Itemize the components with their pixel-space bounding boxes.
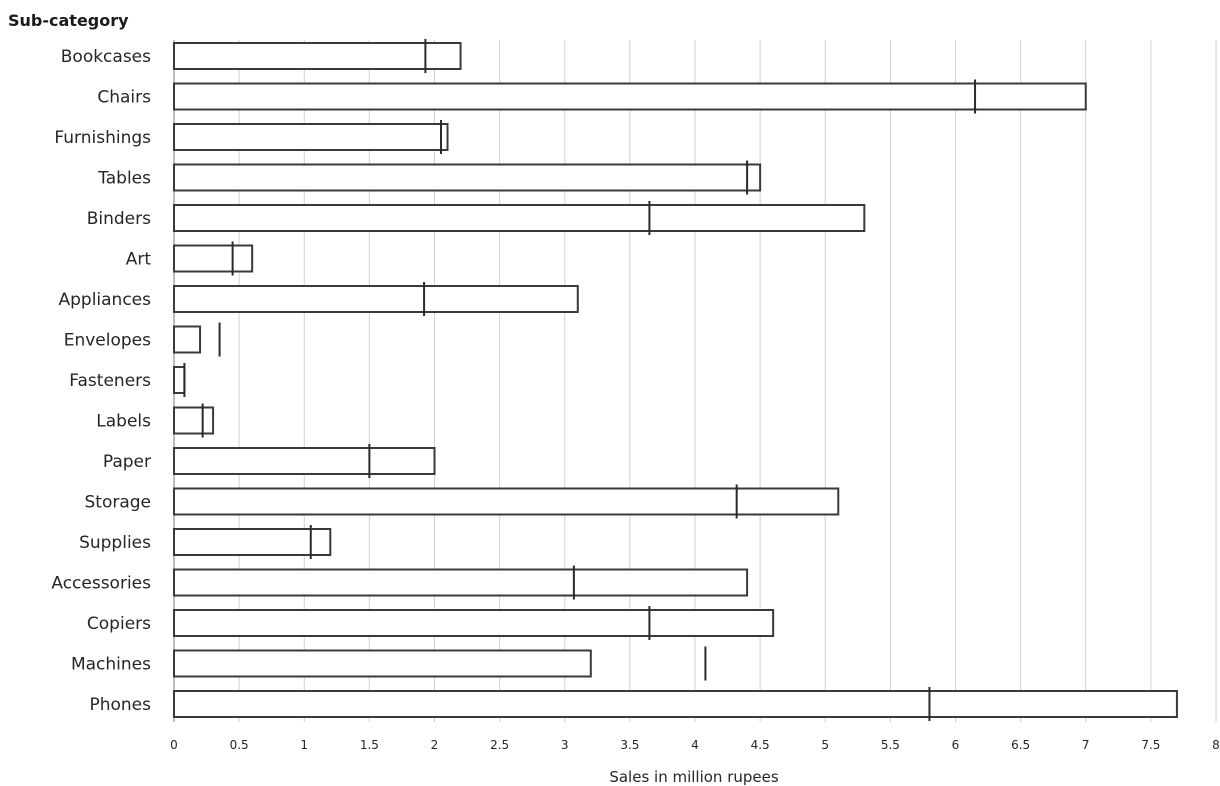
sales-bar <box>173 123 449 151</box>
sales-bar <box>173 406 215 435</box>
sales-bar <box>173 528 332 556</box>
x-tick-label: 6.5 <box>1011 738 1030 752</box>
sales-bar <box>173 366 186 394</box>
x-tick-label: 5.5 <box>881 738 900 752</box>
category-label: Chairs <box>97 88 151 108</box>
x-tick-label: 8 <box>1212 738 1220 752</box>
category-label: Supplies <box>79 533 151 553</box>
category-label: Bookcases <box>61 47 151 67</box>
sales-bar <box>173 690 1178 718</box>
sales-bar <box>173 82 1087 111</box>
category-label: Labels <box>96 412 151 432</box>
x-tick-label: 2 <box>431 738 439 752</box>
bars <box>173 42 1178 718</box>
x-tick-label: 6 <box>952 738 960 752</box>
x-tick-label: 7.5 <box>1141 738 1160 752</box>
category-label: Fasteners <box>69 371 151 391</box>
x-tick-label: 2.5 <box>490 738 509 752</box>
x-tick-label: 1.5 <box>360 738 379 752</box>
x-tick-label: 7 <box>1082 738 1090 752</box>
category-label: Art <box>126 250 152 270</box>
category-label: Binders <box>87 209 151 229</box>
x-tick-label: 0 <box>170 738 178 752</box>
x-tick-label: 0.5 <box>230 738 249 752</box>
sales-bar <box>173 285 579 313</box>
sales-bar <box>173 163 762 192</box>
sales-bar <box>173 487 840 516</box>
sales-bar <box>173 609 775 637</box>
sales-bar <box>173 204 866 232</box>
category-label: Tables <box>97 169 151 189</box>
x-tick-label: 4.5 <box>751 738 770 752</box>
x-tick-label: 1 <box>300 738 308 752</box>
x-tick-label: 3 <box>561 738 569 752</box>
category-label: Envelopes <box>64 331 151 351</box>
category-label: Accessories <box>51 574 151 594</box>
sales-bar <box>173 244 254 273</box>
category-label: Furnishings <box>54 128 151 148</box>
sales-bar <box>173 649 592 678</box>
sales-bar <box>173 568 749 597</box>
x-tick-labels: 0 0.5 1 1.5 2 2.5 3 3.5 4 4.5 5 5.5 6 6.5 7 7.5 8 <box>170 738 1220 752</box>
sales-bar <box>173 325 202 354</box>
category-labels: Bookcases Chairs Furnishings Tables Binders A… <box>51 47 151 715</box>
x-axis-title: Sales in million rupees <box>609 768 779 786</box>
category-label: Appliances <box>58 290 151 310</box>
category-label: Machines <box>71 655 151 675</box>
sales-bar <box>173 447 436 475</box>
target-markers <box>183 39 977 721</box>
category-label: Storage <box>84 493 151 513</box>
category-label: Phones <box>89 695 151 715</box>
category-label: Copiers <box>87 614 151 634</box>
y-axis-title: Sub-category <box>8 11 129 30</box>
sales-bar <box>173 42 462 70</box>
x-tick-label: 3.5 <box>620 738 639 752</box>
x-tick-label: 4 <box>691 738 699 752</box>
x-tick-label: 5 <box>821 738 829 752</box>
category-label: Paper <box>103 452 151 472</box>
